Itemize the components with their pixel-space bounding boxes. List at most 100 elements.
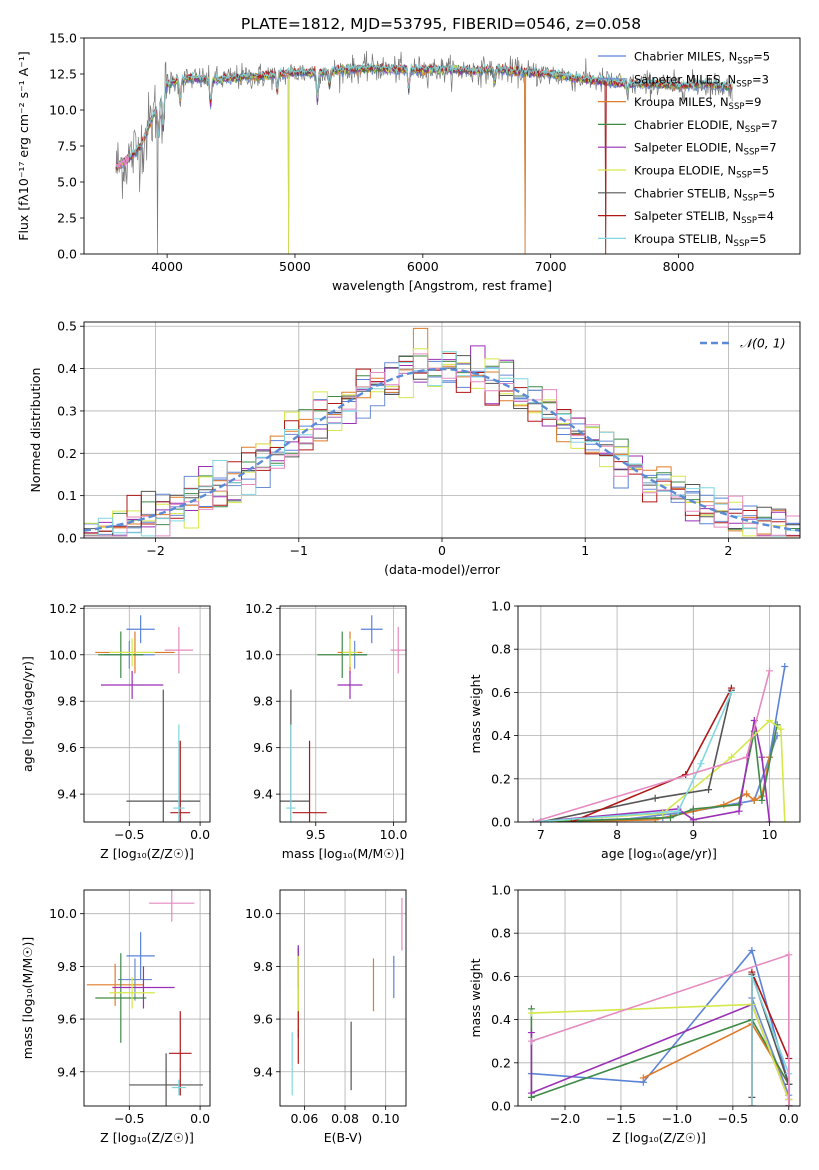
y-tick-label: 0.1 — [57, 488, 77, 503]
mass-weight-series — [533, 692, 733, 822]
y-tick-label: 0.4 — [57, 361, 77, 376]
mass-weight-series — [540, 690, 733, 822]
y-axis-label: mass weight — [468, 958, 483, 1037]
y-tick-label: 1.0 — [491, 883, 511, 898]
age-vs-mass-plot-area — [280, 615, 406, 822]
error-bar-point — [126, 932, 155, 980]
y-tick-label: 9.8 — [57, 959, 77, 974]
age-vs-Z-panel: −0.5 0.0 9.4 9.6 9.8 10.0 10.2 Z [log₁₀(Z/Z☉)] a… — [20, 601, 211, 861]
y-tick-label: 10.0 — [49, 103, 77, 118]
error-bar-point — [168, 1011, 192, 1096]
legend-entry: Kroupa MILES, NSSP=9 — [634, 95, 761, 112]
mass-weight-marker — [766, 667, 774, 675]
y-tick-label: 0.4 — [491, 728, 511, 743]
x-tick-label: 0.0 — [779, 1111, 799, 1126]
x-tick-label: 0.08 — [331, 1111, 359, 1126]
x-tick-label: 0.0 — [190, 827, 210, 842]
spectrum-frame — [83, 37, 801, 255]
y-tick-label: 9.8 — [253, 694, 273, 709]
y-tick-label: 0.2 — [491, 1055, 511, 1070]
age-vs-Z-plot-area — [95, 615, 201, 822]
x-tick-label: 10 — [762, 827, 778, 842]
y-tick-label: 0.2 — [57, 446, 77, 461]
mass-weight-marker — [743, 790, 751, 798]
y-tick-label: 9.6 — [253, 1012, 273, 1027]
legend-entry: Kroupa STELIB, NSSP=5 — [634, 232, 766, 249]
x-tick-label: 0.06 — [290, 1111, 318, 1126]
error-bar-point — [337, 671, 363, 699]
x-tick-label: 7000 — [535, 259, 567, 274]
y-axis-label: Flux [fλ10⁻¹⁷ erg cm⁻² s⁻¹ A⁻¹] — [16, 51, 31, 240]
mass-weight-marker — [766, 818, 774, 822]
error-bar-point — [360, 615, 383, 644]
mass-weight-marker — [720, 801, 728, 809]
mass-weight-marker — [777, 725, 785, 733]
model-spectrum-line — [115, 155, 130, 170]
x-tick-label: −1.5 — [606, 1111, 636, 1126]
x-tick-label: 0.0 — [190, 1111, 210, 1126]
mass-weight-marker — [781, 818, 789, 822]
y-tick-label: 7.5 — [57, 139, 77, 154]
y-tick-label: 1.0 — [491, 599, 511, 614]
y-tick-label: 0.3 — [57, 403, 77, 418]
gaussian-curve — [84, 367, 800, 532]
age-vs-Z-frame — [83, 605, 211, 823]
y-tick-label: 0.5 — [57, 319, 77, 334]
residuals-panel: −2 −1 0 1 2 0.0 0.1 0.2 0.3 0.4 0.5 (data-model)/er… — [28, 319, 801, 577]
mass-weight-marker — [639, 1074, 647, 1082]
x-tick-label: 9 — [689, 827, 697, 842]
y-tick-label: 9.4 — [253, 787, 273, 802]
x-tick-label: −0.5 — [114, 1111, 144, 1126]
y-tick-label: 9.4 — [57, 787, 77, 802]
y-tick-label: 0.0 — [57, 247, 77, 262]
mass-weight-marker — [743, 753, 751, 761]
x-axis-label: E(B-V) — [324, 1130, 363, 1145]
mass-weight-marker — [727, 753, 735, 761]
mass-weight-marker — [766, 716, 774, 724]
mass-vs-Z-plot-area — [86, 890, 203, 1106]
y-tick-label: 0.0 — [491, 1099, 511, 1114]
mass-weight-series — [533, 666, 786, 822]
y-tick-label: 10.0 — [245, 647, 273, 662]
y-tick-label: 9.4 — [253, 1064, 273, 1079]
y-tick-label: 9.6 — [57, 1012, 77, 1027]
x-tick-label: 7 — [537, 827, 545, 842]
y-tick-label: 0.2 — [491, 771, 511, 786]
x-tick-label: −0.5 — [718, 1111, 748, 1126]
mass-weight-marker — [758, 796, 766, 804]
y-tick-label: 5.0 — [57, 175, 77, 190]
mass-weight-marker — [727, 688, 735, 696]
mass-vs-ebv-panel: 0.06 0.08 0.10 9.4 9.6 9.8 10.0 E(B-V) — [245, 889, 407, 1145]
mass-weight-series — [533, 719, 786, 822]
error-bar-point — [95, 953, 147, 1043]
x-axis-label: (data-model)/error — [384, 562, 501, 577]
x-tick-label: 0.10 — [372, 1111, 400, 1126]
error-bar-point — [292, 740, 327, 822]
y-tick-label: 10.0 — [245, 906, 273, 921]
y-tick-label: 0.6 — [491, 969, 511, 984]
x-tick-label: −1 — [290, 543, 308, 558]
y-tick-label: 0.8 — [491, 926, 511, 941]
mass-vs-Z-frame — [83, 889, 211, 1107]
y-axis-label: Normed distribution — [28, 368, 43, 493]
x-tick-label: −0.5 — [114, 827, 144, 842]
mass-weight-marker — [527, 1037, 535, 1045]
y-tick-label: 0.0 — [491, 815, 511, 830]
spectrum-plot-area — [115, 50, 733, 254]
error-bar-point — [100, 671, 164, 699]
weight-vs-age-panel: 7 8 9 10 0.0 0.2 0.4 0.6 0.8 1.0 age [log₁₀(age/yr… — [468, 599, 801, 861]
x-axis-label: mass [log₁₀(M/M☉)] — [282, 846, 404, 861]
mass-weight-marker — [689, 816, 697, 822]
error-bar-point — [173, 724, 185, 822]
mass-weight-marker — [666, 814, 674, 822]
y-tick-label: 10.2 — [49, 601, 77, 616]
mass-weight-marker — [748, 972, 756, 980]
mass-weight-marker — [705, 786, 713, 794]
mass-vs-Z-panel: −0.5 0.0 9.4 9.6 9.8 10.0 Z [log₁₀(Z/Z☉)] mass … — [20, 889, 211, 1145]
y-tick-label: 15.0 — [49, 31, 77, 46]
legend-entry: Salpeter STELIB, NSSP=4 — [634, 209, 774, 226]
y-tick-label: 10.2 — [245, 601, 273, 616]
x-tick-label: 8 — [613, 827, 621, 842]
mass-weight-marker — [781, 662, 789, 670]
error-bar-point — [342, 638, 358, 667]
